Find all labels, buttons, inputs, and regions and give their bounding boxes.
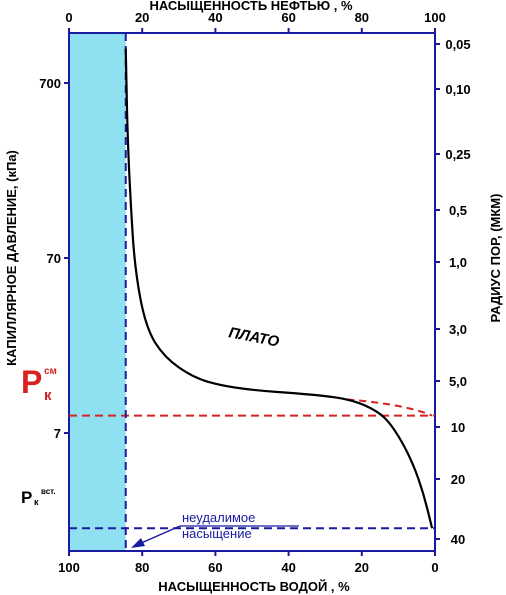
left-tick-label: 700: [39, 76, 61, 91]
right-tick-label: 0,05: [445, 37, 470, 52]
right-tick-label: 0,10: [445, 82, 470, 97]
bottom-tick-label: 100: [58, 560, 80, 575]
plateau-label: ПЛАТО: [227, 324, 281, 350]
right-tick-label: 0,5: [449, 203, 467, 218]
pk-vst-main: P: [21, 488, 32, 507]
pk-vst-label: P к вст.: [21, 487, 56, 507]
right-tick-label: 40: [451, 532, 465, 547]
pk-cm-sub: к: [44, 387, 52, 404]
residual-line1: неудалимое: [182, 510, 255, 525]
bottom-tick-label: 20: [355, 560, 369, 575]
top-tick-label: 80: [355, 10, 369, 25]
residual-arrow-shaft: [138, 525, 181, 545]
pk-cm-sup: см: [44, 366, 57, 377]
residual-saturation-note: неудалимое насыщение: [131, 510, 299, 548]
bottom-tick-label: 40: [281, 560, 295, 575]
right-tick-label: 0,25: [445, 147, 470, 162]
residual-arrow-head: [131, 538, 145, 548]
right-tick-label: 5,0: [449, 374, 467, 389]
top-axis-ticks: 0 20 40 60 80 100: [65, 10, 446, 33]
left-tick-label: 7: [54, 426, 61, 441]
bottom-tick-label: 0: [431, 560, 438, 575]
pk-cm-label: P к см: [21, 364, 57, 404]
right-tick-label: 3,0: [449, 322, 467, 337]
capillary-curve: [124, 48, 434, 529]
bottom-tick-label: 80: [135, 560, 149, 575]
top-axis-label: НАСЫЩЕННОСТЬ НЕФТЬЮ , %: [149, 0, 353, 13]
pk-cm-main: P: [21, 364, 42, 400]
left-axis-label: КАПИЛЛЯРНОЕ ДАВЛЕНИЕ, (кПа): [4, 150, 19, 366]
right-axis-ticks: 0,05 0,10 0,25 0,5 1,0 3,0 5,0 10 20 40: [435, 37, 471, 547]
top-tick-label: 40: [208, 10, 222, 25]
top-tick-label: 20: [135, 10, 149, 25]
pk-cm-tangent: [347, 398, 433, 417]
pk-vst-sub: к: [34, 497, 39, 507]
left-axis-ticks: 700 70 7: [39, 76, 69, 441]
top-tick-label: 60: [281, 10, 295, 25]
top-tick-label: 0: [65, 10, 72, 25]
right-tick-label: 10: [451, 420, 465, 435]
right-axis-label: РАДИУС ПОР, (МКМ): [488, 194, 503, 323]
right-tick-label: 1,0: [449, 255, 467, 270]
residual-line2: насыщение: [182, 526, 252, 541]
pk-vst-sup: вст.: [41, 487, 56, 496]
bottom-tick-label: 60: [208, 560, 222, 575]
plot-frame: [68, 32, 436, 552]
right-tick-label: 20: [451, 472, 465, 487]
top-tick-label: 100: [424, 10, 446, 25]
bottom-axis-ticks: 100 80 60 40 20 0: [58, 551, 439, 575]
bottom-axis-label: НАСЫЩЕННОСТЬ ВОДОЙ , %: [158, 579, 350, 594]
irreducible-water-region: [69, 33, 126, 551]
left-tick-label: 70: [47, 251, 61, 266]
